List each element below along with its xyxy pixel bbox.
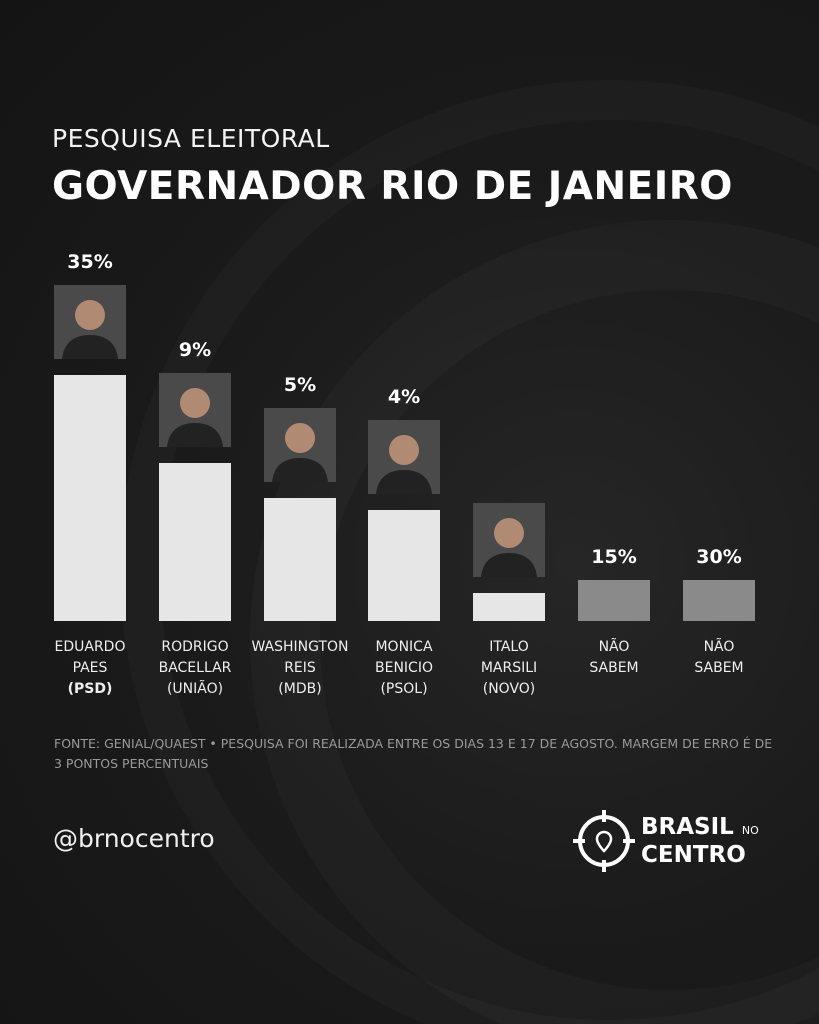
brand-logo: BRASIL NO CENTRO	[573, 810, 759, 872]
category-label-line: EDUARDO	[54, 639, 126, 655]
category-label-line: ITALO	[489, 639, 529, 655]
category-label-line: WASHINGTON	[251, 639, 349, 655]
person-icon	[368, 420, 440, 494]
category-label-line: NÃO	[598, 639, 630, 655]
person-icon	[473, 503, 545, 577]
category-label-line: SABEM	[589, 660, 639, 676]
candidate-photo	[473, 503, 545, 577]
category-label-line: MONICA	[375, 639, 433, 655]
kicker: PESQUISA ELEITORAL	[52, 124, 330, 153]
category-label-line: BACELLAR	[158, 660, 232, 676]
bar	[368, 510, 440, 621]
category-label-line: (PSD)	[67, 681, 113, 697]
logo-text: CENTRO	[641, 842, 746, 868]
category-label-line: (UNIÃO)	[166, 681, 224, 697]
bar	[159, 463, 231, 621]
bar	[683, 580, 755, 621]
category-label: ITALO MARSILI (NOVO)	[449, 637, 569, 700]
data-label: 35%	[67, 251, 113, 273]
bar	[54, 375, 126, 621]
candidate-photo	[54, 285, 126, 359]
chart-title: GOVERNADOR RIO DE JANEIRO	[52, 164, 733, 209]
category-label: WASHINGTON REIS (MDB)	[240, 637, 360, 700]
category-label: NÃO SABEM	[659, 637, 779, 679]
category-label-line: PAES	[72, 660, 108, 676]
data-label: 30%	[696, 546, 742, 568]
category-label-line: BENICIO	[375, 660, 433, 676]
data-label: 5%	[283, 374, 317, 396]
category-label-line: NÃO	[703, 639, 735, 655]
logo-text: BRASIL	[641, 814, 734, 840]
category-label: NÃO SABEM	[554, 637, 674, 679]
bar	[473, 593, 545, 621]
candidate-photo	[368, 420, 440, 494]
logo-text: NO	[741, 824, 759, 837]
category-label: MONICA BENICIO (PSOL)	[344, 637, 464, 700]
data-label: 15%	[591, 546, 637, 568]
category-label-line: (NOVO)	[482, 681, 536, 697]
category-label-line: RODRIGO	[161, 639, 229, 655]
category-label-line: (PSOL)	[380, 681, 428, 697]
person-icon	[159, 373, 231, 447]
category-label: EDUARDO PAES (PSD)	[30, 637, 150, 700]
category-label-line: REIS	[284, 660, 316, 676]
candidate-photo	[159, 373, 231, 447]
candidate-photo	[264, 408, 336, 482]
category-label-line: MARSILI	[480, 660, 538, 676]
bar	[578, 580, 650, 621]
category-label: RODRIGO BACELLAR (UNIÃO)	[135, 637, 255, 700]
person-icon	[264, 408, 336, 482]
data-label: 4%	[387, 386, 421, 408]
category-label-line: SABEM	[694, 660, 744, 676]
bar	[264, 498, 336, 621]
person-icon	[54, 285, 126, 359]
data-label: 9%	[178, 339, 212, 361]
source-note: FONTE: GENIAL/QUAEST • PESQUISA FOI REAL…	[54, 736, 773, 771]
social-handle: @brnocentro	[53, 824, 215, 853]
category-label-line: (MDB)	[278, 681, 322, 697]
target-pin-icon	[573, 810, 635, 872]
